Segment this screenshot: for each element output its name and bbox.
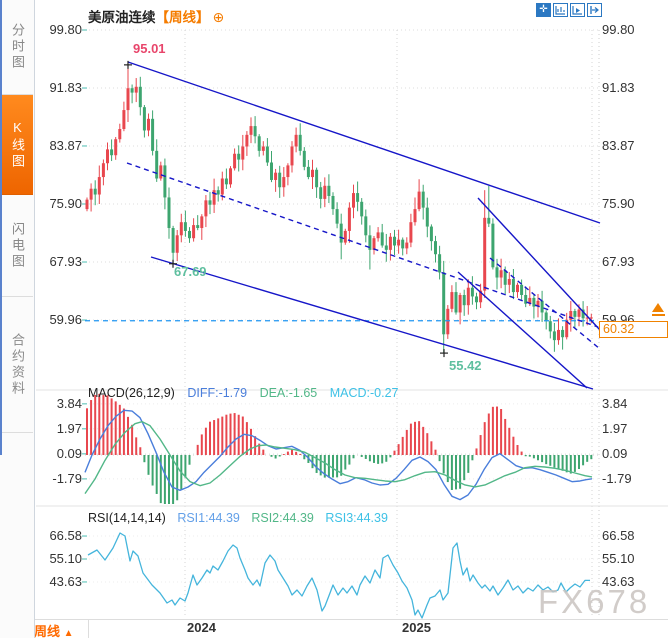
period-selector[interactable]: 周线 ▲ xyxy=(34,624,74,638)
x-axis-year-2024: 2024 xyxy=(187,620,216,635)
sidebar-item-contract-info[interactable]: 合约资料 xyxy=(2,297,33,433)
symbol-name: 美原油连续 xyxy=(88,10,156,25)
chart-type-sidebar: 分时图 K线图 闪电图 合约资料 xyxy=(0,0,35,638)
macd-title: MACD(26,12,9) xyxy=(88,386,175,400)
mini-chart-glyph xyxy=(555,6,565,15)
scroll-to-price-arrow[interactable] xyxy=(652,303,665,316)
swing-low2-annotation: 55.42 xyxy=(449,358,482,373)
macd-indicator-row: MACD(26,12,9) DIFF:-1.79 DEA:-1.65 MACD:… xyxy=(88,386,399,400)
rsi1-value: RSI1:44.39 xyxy=(177,511,240,525)
footer-divider xyxy=(88,619,89,638)
sidebar-accent-edge xyxy=(0,0,2,455)
chart-toolbar: ✛ xyxy=(536,3,602,17)
sidebar-item-time-chart[interactable]: 分时图 xyxy=(2,0,33,95)
x-axis-year-2025: 2025 xyxy=(402,620,431,635)
rsi-indicator-row: RSI(14,14,14) RSI1:44.39 RSI2:44.39 RSI3… xyxy=(88,511,388,525)
period-arrow-icon: ▲ xyxy=(63,628,74,638)
macd-dea-value: DEA:-1.65 xyxy=(259,386,318,400)
rsi2-value: RSI2:44.39 xyxy=(251,511,314,525)
macd-macd-value: MACD:-0.27 xyxy=(329,386,399,400)
macd-diff-value: DIFF:-1.79 xyxy=(187,386,248,400)
exit-right-icon[interactable] xyxy=(587,3,602,17)
rsi3-value: RSI3:44.39 xyxy=(325,511,388,525)
scale-play-icon[interactable] xyxy=(570,3,585,17)
peak-high-annotation: 95.01 xyxy=(133,41,166,56)
move-crosshair-icon[interactable]: ✛ xyxy=(536,3,551,17)
watermark: FX678 xyxy=(538,583,651,620)
rsi-title: RSI(14,14,14) xyxy=(88,511,166,525)
add-indicator-icon[interactable]: ⊕ xyxy=(212,9,225,25)
footer-separator xyxy=(0,619,668,620)
swing-low1-annotation: 67.69 xyxy=(174,264,207,279)
period-tag: 【周线】 xyxy=(155,10,210,25)
sidebar-item-kline-chart[interactable]: K线图 xyxy=(2,95,33,195)
exit-arrow-glyph xyxy=(590,6,599,14)
mini-chart-play-glyph xyxy=(572,6,582,15)
chart-title: 美原油连续【周线】 ⊕ xyxy=(88,6,224,26)
last-price-badge: 60.32 xyxy=(599,321,668,338)
sidebar-item-flash-chart[interactable]: 闪电图 xyxy=(2,195,33,297)
scale-axis-icon[interactable] xyxy=(553,3,568,17)
